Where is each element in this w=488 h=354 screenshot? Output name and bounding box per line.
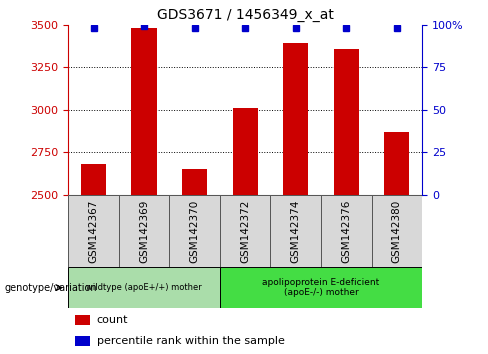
Text: GSM142380: GSM142380 <box>392 199 402 263</box>
Bar <box>321 195 371 267</box>
Text: GSM142367: GSM142367 <box>89 199 99 263</box>
Bar <box>131 28 157 195</box>
Bar <box>220 195 270 267</box>
Bar <box>76 315 90 325</box>
Bar <box>182 169 207 195</box>
Text: wildtype (apoE+/+) mother: wildtype (apoE+/+) mother <box>86 283 202 292</box>
Bar <box>68 267 220 308</box>
Bar <box>371 195 422 267</box>
Bar <box>220 267 422 308</box>
Text: GSM142369: GSM142369 <box>139 199 149 263</box>
Bar <box>233 108 258 195</box>
Text: GSM142370: GSM142370 <box>190 199 200 263</box>
Text: count: count <box>97 315 128 325</box>
Text: apolipoprotein E-deficient
(apoE-/-) mother: apolipoprotein E-deficient (apoE-/-) mot… <box>263 278 380 297</box>
Bar <box>270 195 321 267</box>
Text: percentile rank within the sample: percentile rank within the sample <box>97 336 285 346</box>
Text: GSM142372: GSM142372 <box>240 199 250 263</box>
Bar <box>68 195 119 267</box>
Text: GSM142376: GSM142376 <box>341 199 351 263</box>
Bar <box>81 164 106 195</box>
Bar <box>76 336 90 346</box>
Bar <box>334 48 359 195</box>
Text: genotype/variation: genotype/variation <box>5 282 98 293</box>
Bar <box>384 132 409 195</box>
Bar <box>119 195 169 267</box>
Title: GDS3671 / 1456349_x_at: GDS3671 / 1456349_x_at <box>157 8 334 22</box>
Bar <box>169 195 220 267</box>
Text: GSM142374: GSM142374 <box>291 199 301 263</box>
Bar <box>283 44 308 195</box>
